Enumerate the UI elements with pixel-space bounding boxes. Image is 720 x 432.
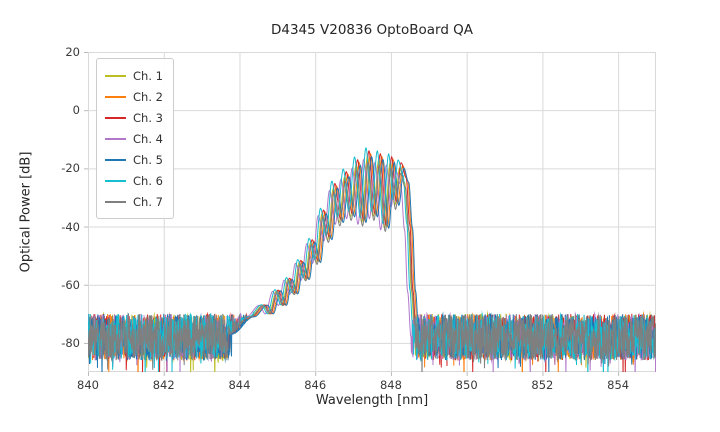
legend-line-swatch (105, 179, 126, 182)
x-tick-label: 842 (152, 378, 175, 392)
y-tick-label: -60 (61, 277, 80, 292)
y-tick-label: -20 (61, 161, 80, 176)
legend-label: Ch. 3 (133, 110, 163, 125)
legend-item-ch-5: Ch. 5 (105, 149, 163, 170)
x-tick-label: 846 (304, 378, 327, 392)
legend: Ch. 1 Ch. 2 Ch. 3 Ch. 4 Ch. 5 Ch. 6 Ch. 7 (96, 58, 174, 219)
legend-label: Ch. 1 (133, 68, 163, 83)
x-tick-label: 848 (379, 378, 402, 392)
legend-label: Ch. 4 (133, 131, 163, 146)
x-tick-label: 852 (531, 378, 554, 392)
legend-line-swatch (105, 116, 126, 119)
legend-item-ch-7: Ch. 7 (105, 191, 163, 212)
legend-item-ch-2: Ch. 2 (105, 86, 163, 107)
y-axis-label: Optical Power [dB] (18, 151, 34, 273)
legend-item-ch-4: Ch. 4 (105, 128, 163, 149)
legend-label: Ch. 2 (133, 89, 163, 104)
legend-item-ch-1: Ch. 1 (105, 65, 163, 86)
legend-line-swatch (105, 74, 126, 77)
y-tick-label: -80 (61, 335, 80, 350)
legend-line-swatch (105, 158, 126, 161)
chart-title: D4345 V20836 OptoBoard QA (270, 22, 474, 38)
legend-line-swatch (105, 137, 126, 140)
legend-item-ch-6: Ch. 6 (105, 170, 163, 191)
legend-label: Ch. 7 (133, 194, 163, 209)
y-tick-label: -40 (61, 219, 80, 234)
legend-line-swatch (105, 200, 126, 203)
x-tick-label: 840 (77, 378, 99, 392)
y-tick-label: 0 (72, 103, 80, 118)
x-tick-label: 850 (455, 378, 478, 392)
x-tick-label: 854 (607, 378, 630, 392)
legend-line-swatch (105, 95, 126, 98)
x-tick-label: 844 (228, 378, 251, 392)
legend-item-ch-3: Ch. 3 (105, 107, 163, 128)
y-tick-label: 20 (65, 45, 80, 59)
legend-label: Ch. 5 (133, 152, 163, 167)
legend-label: Ch. 6 (133, 173, 163, 188)
x-axis-label: Wavelength [nm] (315, 393, 429, 408)
